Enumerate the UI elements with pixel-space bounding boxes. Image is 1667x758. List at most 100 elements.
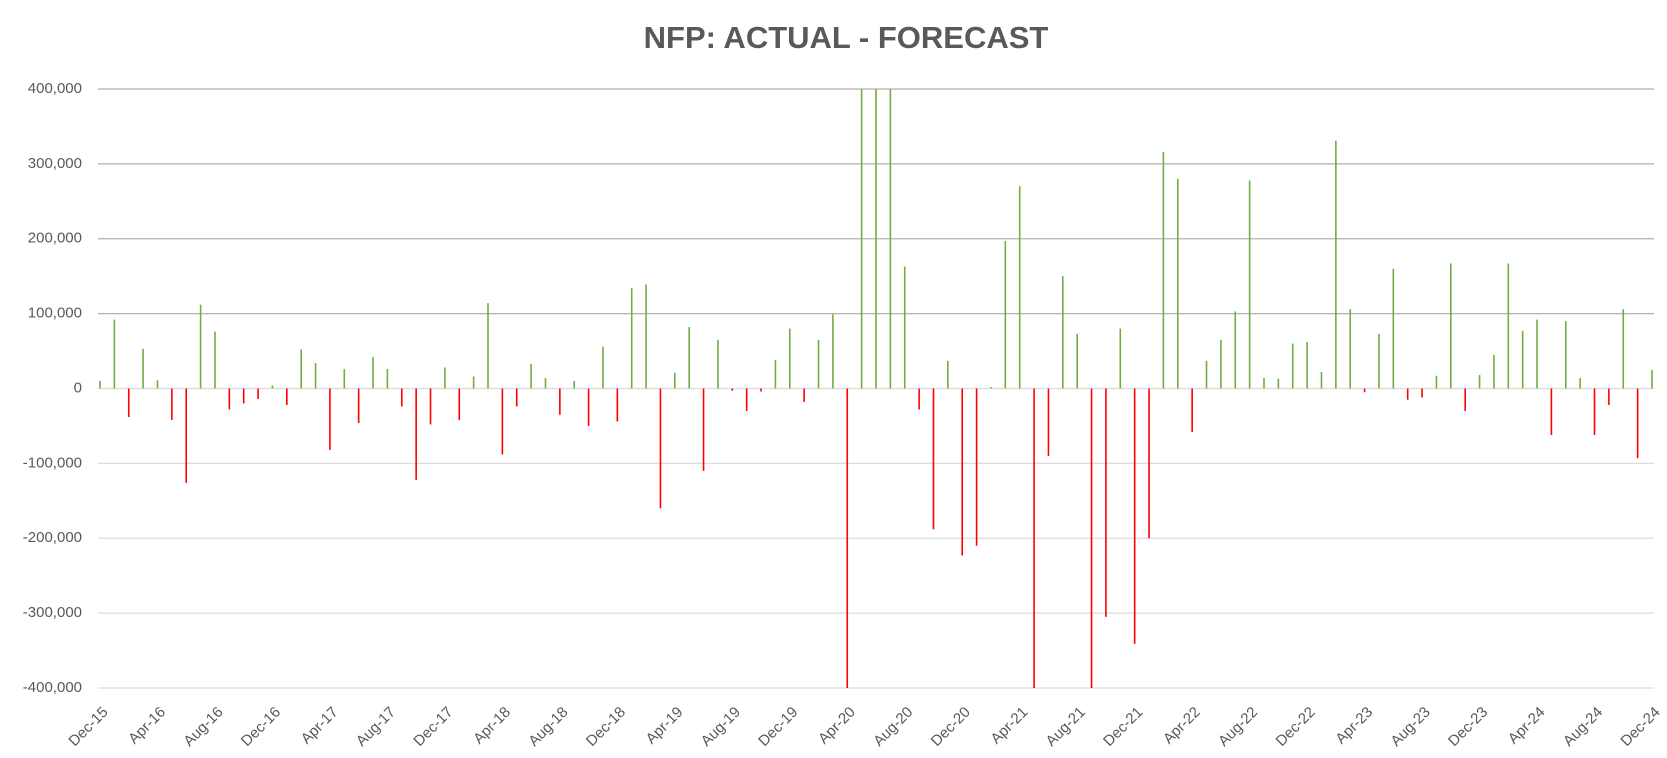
- bar: [1162, 151, 1165, 389]
- y-tick-label: -200,000: [23, 529, 82, 546]
- bar: [1564, 321, 1567, 389]
- x-tick-label: Aug-20: [870, 704, 916, 750]
- bar: [1119, 328, 1122, 389]
- bar: [1320, 372, 1323, 389]
- x-tick-label: Apr-23: [1332, 704, 1376, 748]
- bar: [875, 89, 877, 389]
- x-tick-label: Aug-21: [1043, 704, 1089, 750]
- bar: [1392, 268, 1395, 389]
- x-tick-label: Dec-18: [583, 704, 629, 750]
- bar: [1263, 378, 1265, 389]
- bar: [1033, 388, 1035, 688]
- bar: [1521, 330, 1524, 389]
- bar: [501, 388, 504, 455]
- bar: [386, 369, 389, 389]
- bar: [1464, 388, 1466, 411]
- x-tick-label: Aug-22: [1215, 704, 1261, 750]
- bar: [515, 388, 518, 407]
- bar: [1651, 369, 1653, 389]
- bar: [1018, 186, 1021, 389]
- x-tick-label: Apr-19: [643, 704, 687, 748]
- bar: [286, 388, 288, 405]
- bar: [113, 319, 116, 389]
- bar: [1608, 388, 1610, 405]
- bar: [1191, 388, 1193, 432]
- bar: [674, 372, 676, 389]
- bar: [487, 303, 489, 389]
- bar: [429, 388, 432, 425]
- bar: [1306, 342, 1308, 389]
- bar: [156, 380, 159, 389]
- bar: [1593, 388, 1596, 435]
- bar: [774, 360, 777, 389]
- bar: [1291, 343, 1294, 389]
- x-tick-label: Dec-16: [238, 704, 284, 750]
- bar: [1205, 360, 1208, 389]
- bar: [1636, 388, 1639, 459]
- bar: [1234, 311, 1237, 389]
- bar: [975, 388, 978, 546]
- bar: [228, 388, 231, 410]
- bar: [257, 388, 259, 399]
- bar: [400, 388, 403, 407]
- bar: [242, 388, 245, 404]
- x-tick-label: Dec-21: [1100, 704, 1146, 750]
- bar: [415, 388, 417, 480]
- bar: [1579, 378, 1581, 389]
- x-tick-label: Aug-17: [353, 704, 399, 750]
- bar: [372, 357, 374, 389]
- y-tick-label: -400,000: [23, 679, 82, 696]
- y-tick-label: -100,000: [23, 454, 82, 471]
- bar: [199, 304, 202, 389]
- bar: [616, 388, 619, 422]
- bar: [1277, 378, 1280, 389]
- chart-title: NFP: ACTUAL - FORECAST: [644, 20, 1049, 55]
- bar: [1622, 309, 1625, 389]
- bar: [961, 388, 964, 556]
- bar: [127, 388, 130, 417]
- x-tick-label: Dec-22: [1273, 704, 1319, 750]
- bar: [142, 348, 144, 389]
- bar: [1090, 388, 1093, 688]
- bar: [544, 378, 547, 389]
- y-tick-label: 300,000: [28, 155, 82, 172]
- bar: [918, 388, 920, 410]
- bar: [99, 381, 101, 389]
- bar: [1176, 178, 1179, 389]
- x-tick-label: Aug-18: [525, 704, 571, 750]
- x-tick-label: Apr-21: [987, 704, 1031, 748]
- x-tick-label: Apr-17: [298, 704, 342, 748]
- bar: [760, 388, 762, 392]
- x-tick-label: Dec-20: [928, 704, 974, 750]
- bar: [947, 360, 949, 389]
- bar: [1507, 263, 1510, 389]
- bar: [602, 346, 604, 389]
- bar: [688, 327, 690, 389]
- bar: [1363, 388, 1366, 393]
- bar: [817, 339, 820, 389]
- bar: [788, 328, 791, 389]
- x-tick-label: Aug-24: [1560, 704, 1606, 750]
- x-tick-label: Apr-24: [1505, 704, 1549, 748]
- x-tick-label: Apr-16: [125, 704, 169, 748]
- bar: [731, 388, 734, 391]
- bar: [645, 284, 647, 389]
- y-tick-label: 400,000: [28, 80, 82, 97]
- bar: [889, 89, 892, 389]
- bar: [990, 387, 992, 389]
- bar: [1536, 319, 1538, 389]
- bar: [530, 363, 532, 389]
- bar: [1349, 309, 1352, 389]
- x-tick-label: Apr-18: [470, 704, 514, 748]
- bar: [846, 388, 849, 688]
- bar: [444, 367, 446, 389]
- x-tick-label: Dec-19: [755, 704, 801, 750]
- bar: [1550, 388, 1553, 435]
- bar: [1248, 180, 1251, 389]
- bar: [329, 388, 331, 450]
- bar: [860, 89, 863, 389]
- bar: [803, 388, 805, 402]
- bar: [472, 376, 475, 389]
- x-tick-label: Aug-19: [698, 704, 744, 750]
